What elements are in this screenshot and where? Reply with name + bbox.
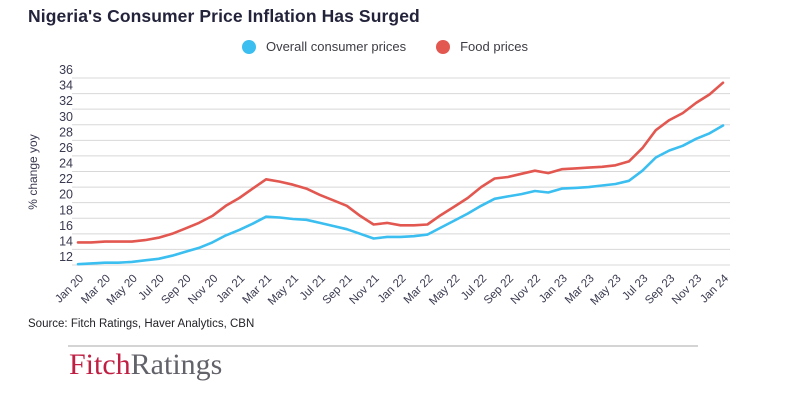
y-axis-title: % change yoy: [26, 134, 40, 209]
x-tick-label: May 23: [588, 273, 623, 308]
legend-dot-food-icon: [436, 39, 451, 54]
legend-label-food: Food prices: [460, 39, 529, 54]
logo-ratings: Ratings: [130, 348, 223, 381]
chart-title: Nigeria's Consumer Price Inflation Has S…: [28, 6, 420, 26]
x-tick-label: Nov 20: [186, 273, 220, 307]
x-tick-label: Nov 21: [347, 273, 381, 307]
x-tick-label: Nov 23: [670, 273, 704, 307]
y-tick-label: 36: [59, 63, 73, 77]
legend-item-food-prices: Food prices: [436, 39, 528, 54]
x-tick-label: Nov 22: [509, 273, 543, 307]
series-line-food-prices: [76, 81, 725, 244]
y-tick-label: 32: [59, 94, 73, 108]
legend-dot-overall-icon: [241, 39, 256, 54]
y-tick-label: 30: [59, 110, 73, 124]
y-tick-label: 18: [59, 203, 73, 217]
footer-divider: [68, 345, 698, 347]
x-tick-label: May 22: [427, 273, 462, 308]
y-tick-label: 34: [59, 79, 73, 93]
y-tick-label: 20: [59, 188, 73, 202]
legend: Overall consumer prices Food prices: [0, 39, 770, 54]
y-tick-label: 12: [59, 250, 73, 264]
legend-item-overall-consumer-prices: Overall consumer prices: [241, 39, 407, 54]
legend-label-overall: Overall consumer prices: [265, 39, 407, 54]
y-tick-label: 16: [59, 219, 73, 233]
y-tick-label: 28: [59, 125, 73, 139]
x-tick-label: May 21: [266, 273, 301, 308]
fitch-ratings-logo: FitchRatings: [69, 348, 222, 382]
series-line-overall-consumer-prices: [76, 124, 725, 266]
y-tick-label: 24: [59, 157, 73, 171]
x-tick-label: Jan 24: [698, 272, 731, 305]
logo-fitch: Fitch: [69, 348, 131, 381]
y-tick-label: 14: [59, 234, 73, 248]
y-tick-label: 26: [59, 141, 73, 155]
x-tick-label: May 20: [105, 273, 140, 308]
y-tick-label: 22: [59, 172, 73, 186]
source-note: Source: Fitch Ratings, Haver Analytics, …: [28, 318, 255, 330]
